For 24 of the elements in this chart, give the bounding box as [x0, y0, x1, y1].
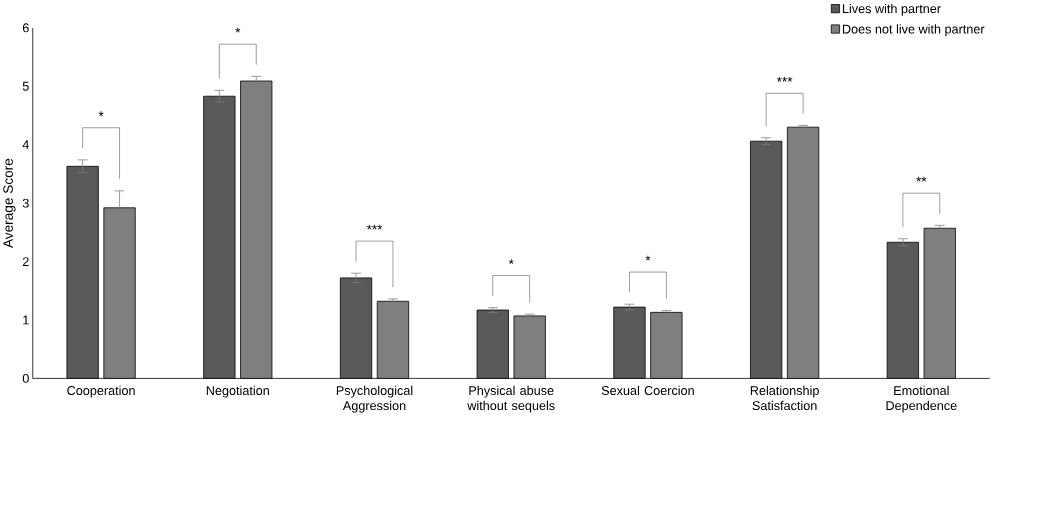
- y-tick-label: 3: [22, 198, 29, 208]
- x-tick-label: Cooperation: [67, 385, 135, 398]
- legend-label: Does not live with partner: [842, 24, 985, 36]
- y-tick-label: 0: [22, 373, 29, 383]
- annotation: *: [235, 27, 241, 33]
- y-tick-label: 5: [22, 81, 29, 91]
- annotation: **: [916, 176, 927, 182]
- y-tick-label: 1: [23, 315, 29, 325]
- x-tick-label: Emotional Dependence: [886, 385, 957, 413]
- annotation: *: [508, 259, 514, 264]
- annotation: *: [645, 255, 651, 261]
- y-tick-label: 6: [22, 23, 29, 33]
- x-tick-label: Relationship Satisfaction: [750, 385, 819, 410]
- annotation: *: [98, 111, 104, 116]
- y-axis-title: Average Score: [3, 158, 16, 248]
- x-tick-label: Psychological Aggression: [336, 385, 413, 413]
- y-tick-label: 4: [22, 140, 29, 149]
- y-tick-label: 2: [22, 256, 29, 266]
- x-tick-label: Sexual Coercion: [601, 385, 694, 395]
- x-tick-label: Physical abuse without sequels: [467, 385, 555, 413]
- annotation: ***: [366, 224, 383, 230]
- legend-label: Lives with partner: [842, 3, 941, 16]
- x-tick-label: Negotiation: [206, 385, 269, 398]
- annotation: ***: [776, 76, 793, 82]
